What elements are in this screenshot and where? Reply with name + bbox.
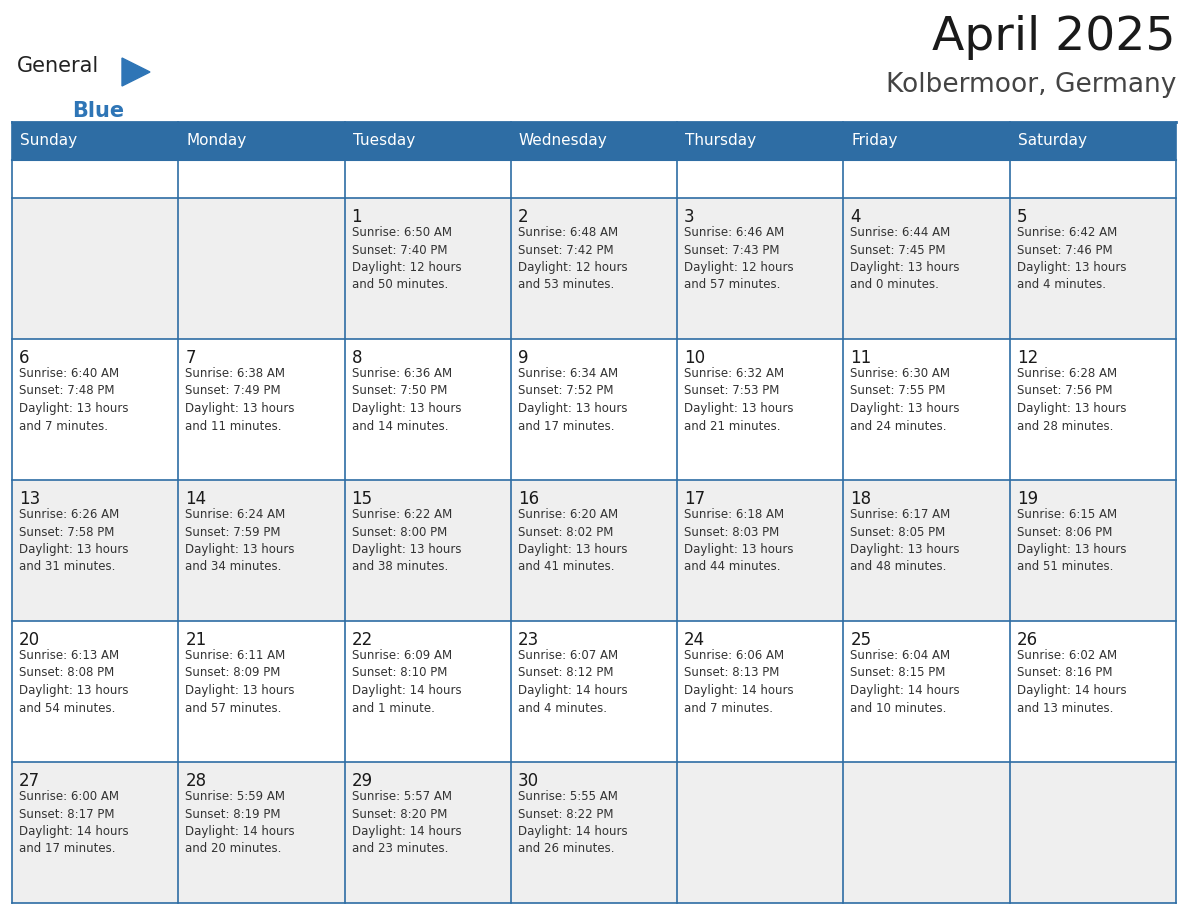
Text: 23: 23 [518,631,539,649]
Text: 29: 29 [352,772,373,790]
Text: Sunrise: 6:22 AM
Sunset: 8:00 PM
Daylight: 13 hours
and 38 minutes.: Sunrise: 6:22 AM Sunset: 8:00 PM Dayligh… [352,508,461,574]
Text: 3: 3 [684,208,695,226]
Bar [12,621,1176,762]
Text: 14: 14 [185,490,207,508]
Bar [12,122,1176,160]
Text: 19: 19 [1017,490,1038,508]
Text: Sunrise: 6:30 AM
Sunset: 7:55 PM
Daylight: 13 hours
and 24 minutes.: Sunrise: 6:30 AM Sunset: 7:55 PM Dayligh… [851,367,960,432]
Text: 5: 5 [1017,208,1028,226]
Text: Sunday: Sunday [20,133,77,149]
Text: Blue: Blue [72,101,124,121]
Text: Wednesday: Wednesday [519,133,607,149]
Text: Sunrise: 6:42 AM
Sunset: 7:46 PM
Daylight: 13 hours
and 4 minutes.: Sunrise: 6:42 AM Sunset: 7:46 PM Dayligh… [1017,226,1126,292]
Text: Sunrise: 6:32 AM
Sunset: 7:53 PM
Daylight: 13 hours
and 21 minutes.: Sunrise: 6:32 AM Sunset: 7:53 PM Dayligh… [684,367,794,432]
Polygon shape [122,58,150,86]
Text: Tuesday: Tuesday [353,133,415,149]
Text: 6: 6 [19,349,30,367]
Text: 18: 18 [851,490,872,508]
Text: Sunrise: 6:36 AM
Sunset: 7:50 PM
Daylight: 13 hours
and 14 minutes.: Sunrise: 6:36 AM Sunset: 7:50 PM Dayligh… [352,367,461,432]
Text: 22: 22 [352,631,373,649]
Text: Thursday: Thursday [685,133,757,149]
Text: Sunrise: 6:20 AM
Sunset: 8:02 PM
Daylight: 13 hours
and 41 minutes.: Sunrise: 6:20 AM Sunset: 8:02 PM Dayligh… [518,508,627,574]
Text: Sunrise: 6:15 AM
Sunset: 8:06 PM
Daylight: 13 hours
and 51 minutes.: Sunrise: 6:15 AM Sunset: 8:06 PM Dayligh… [1017,508,1126,574]
Text: 16: 16 [518,490,539,508]
Text: Sunrise: 6:13 AM
Sunset: 8:08 PM
Daylight: 13 hours
and 54 minutes.: Sunrise: 6:13 AM Sunset: 8:08 PM Dayligh… [19,649,128,714]
Text: Saturday: Saturday [1018,133,1087,149]
Text: 7: 7 [185,349,196,367]
Text: Sunrise: 5:59 AM
Sunset: 8:19 PM
Daylight: 14 hours
and 20 minutes.: Sunrise: 5:59 AM Sunset: 8:19 PM Dayligh… [185,790,295,856]
Text: 4: 4 [851,208,861,226]
Text: Sunrise: 6:24 AM
Sunset: 7:59 PM
Daylight: 13 hours
and 34 minutes.: Sunrise: 6:24 AM Sunset: 7:59 PM Dayligh… [185,508,295,574]
Text: Sunrise: 6:17 AM
Sunset: 8:05 PM
Daylight: 13 hours
and 48 minutes.: Sunrise: 6:17 AM Sunset: 8:05 PM Dayligh… [851,508,960,574]
Text: Sunrise: 6:00 AM
Sunset: 8:17 PM
Daylight: 14 hours
and 17 minutes.: Sunrise: 6:00 AM Sunset: 8:17 PM Dayligh… [19,790,128,856]
Text: Sunrise: 6:44 AM
Sunset: 7:45 PM
Daylight: 13 hours
and 0 minutes.: Sunrise: 6:44 AM Sunset: 7:45 PM Dayligh… [851,226,960,292]
Text: Sunrise: 6:04 AM
Sunset: 8:15 PM
Daylight: 14 hours
and 10 minutes.: Sunrise: 6:04 AM Sunset: 8:15 PM Dayligh… [851,649,960,714]
Text: 30: 30 [518,772,539,790]
Text: 25: 25 [851,631,872,649]
Text: 2: 2 [518,208,529,226]
Text: 28: 28 [185,772,207,790]
Text: Sunrise: 6:06 AM
Sunset: 8:13 PM
Daylight: 14 hours
and 7 minutes.: Sunrise: 6:06 AM Sunset: 8:13 PM Dayligh… [684,649,794,714]
Text: Sunrise: 6:28 AM
Sunset: 7:56 PM
Daylight: 13 hours
and 28 minutes.: Sunrise: 6:28 AM Sunset: 7:56 PM Dayligh… [1017,367,1126,432]
Text: 15: 15 [352,490,373,508]
Text: Sunrise: 5:55 AM
Sunset: 8:22 PM
Daylight: 14 hours
and 26 minutes.: Sunrise: 5:55 AM Sunset: 8:22 PM Dayligh… [518,790,627,856]
Text: 20: 20 [19,631,40,649]
Text: 27: 27 [19,772,40,790]
Text: Sunrise: 6:46 AM
Sunset: 7:43 PM
Daylight: 12 hours
and 57 minutes.: Sunrise: 6:46 AM Sunset: 7:43 PM Dayligh… [684,226,794,292]
Text: Monday: Monday [187,133,247,149]
Text: 26: 26 [1017,631,1038,649]
Text: Kolbermoor, Germany: Kolbermoor, Germany [885,72,1176,98]
Text: 24: 24 [684,631,706,649]
Text: Sunrise: 6:34 AM
Sunset: 7:52 PM
Daylight: 13 hours
and 17 minutes.: Sunrise: 6:34 AM Sunset: 7:52 PM Dayligh… [518,367,627,432]
Text: General: General [17,56,100,76]
Text: 21: 21 [185,631,207,649]
Text: 10: 10 [684,349,706,367]
Bar [12,198,1176,339]
Text: 17: 17 [684,490,706,508]
Text: 9: 9 [518,349,529,367]
Text: 1: 1 [352,208,362,226]
Text: Sunrise: 6:18 AM
Sunset: 8:03 PM
Daylight: 13 hours
and 44 minutes.: Sunrise: 6:18 AM Sunset: 8:03 PM Dayligh… [684,508,794,574]
Text: Sunrise: 6:38 AM
Sunset: 7:49 PM
Daylight: 13 hours
and 11 minutes.: Sunrise: 6:38 AM Sunset: 7:49 PM Dayligh… [185,367,295,432]
Text: Sunrise: 6:02 AM
Sunset: 8:16 PM
Daylight: 14 hours
and 13 minutes.: Sunrise: 6:02 AM Sunset: 8:16 PM Dayligh… [1017,649,1126,714]
Text: Sunrise: 6:26 AM
Sunset: 7:58 PM
Daylight: 13 hours
and 31 minutes.: Sunrise: 6:26 AM Sunset: 7:58 PM Dayligh… [19,508,128,574]
Text: Sunrise: 6:09 AM
Sunset: 8:10 PM
Daylight: 14 hours
and 1 minute.: Sunrise: 6:09 AM Sunset: 8:10 PM Dayligh… [352,649,461,714]
Text: 8: 8 [352,349,362,367]
Text: Sunrise: 6:50 AM
Sunset: 7:40 PM
Daylight: 12 hours
and 50 minutes.: Sunrise: 6:50 AM Sunset: 7:40 PM Dayligh… [352,226,461,292]
Bar [12,480,1176,621]
Text: Sunrise: 6:48 AM
Sunset: 7:42 PM
Daylight: 12 hours
and 53 minutes.: Sunrise: 6:48 AM Sunset: 7:42 PM Dayligh… [518,226,627,292]
Text: Friday: Friday [852,133,898,149]
Text: Sunrise: 5:57 AM
Sunset: 8:20 PM
Daylight: 14 hours
and 23 minutes.: Sunrise: 5:57 AM Sunset: 8:20 PM Dayligh… [352,790,461,856]
Text: Sunrise: 6:40 AM
Sunset: 7:48 PM
Daylight: 13 hours
and 7 minutes.: Sunrise: 6:40 AM Sunset: 7:48 PM Dayligh… [19,367,128,432]
Text: 13: 13 [19,490,40,508]
Text: Sunrise: 6:07 AM
Sunset: 8:12 PM
Daylight: 14 hours
and 4 minutes.: Sunrise: 6:07 AM Sunset: 8:12 PM Dayligh… [518,649,627,714]
Text: 11: 11 [851,349,872,367]
Text: April 2025: April 2025 [933,15,1176,60]
Bar [12,339,1176,480]
Text: 12: 12 [1017,349,1038,367]
Bar [12,762,1176,903]
Text: Sunrise: 6:11 AM
Sunset: 8:09 PM
Daylight: 13 hours
and 57 minutes.: Sunrise: 6:11 AM Sunset: 8:09 PM Dayligh… [185,649,295,714]
